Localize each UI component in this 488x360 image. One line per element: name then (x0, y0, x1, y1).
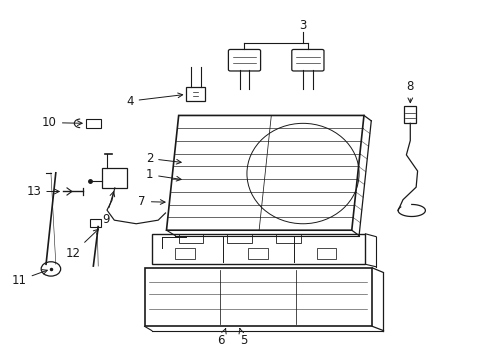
Text: 5: 5 (239, 328, 247, 347)
Text: 10: 10 (42, 116, 82, 129)
Text: 9: 9 (102, 192, 114, 226)
Text: 7: 7 (138, 195, 165, 208)
Text: 13: 13 (26, 185, 59, 198)
Text: 3: 3 (299, 19, 306, 32)
Text: 11: 11 (12, 270, 47, 287)
Text: 4: 4 (126, 93, 182, 108)
Text: 6: 6 (217, 329, 225, 347)
Text: 8: 8 (406, 80, 413, 103)
Text: 2: 2 (145, 152, 181, 165)
Text: 1: 1 (145, 168, 181, 181)
Text: 12: 12 (65, 229, 98, 260)
